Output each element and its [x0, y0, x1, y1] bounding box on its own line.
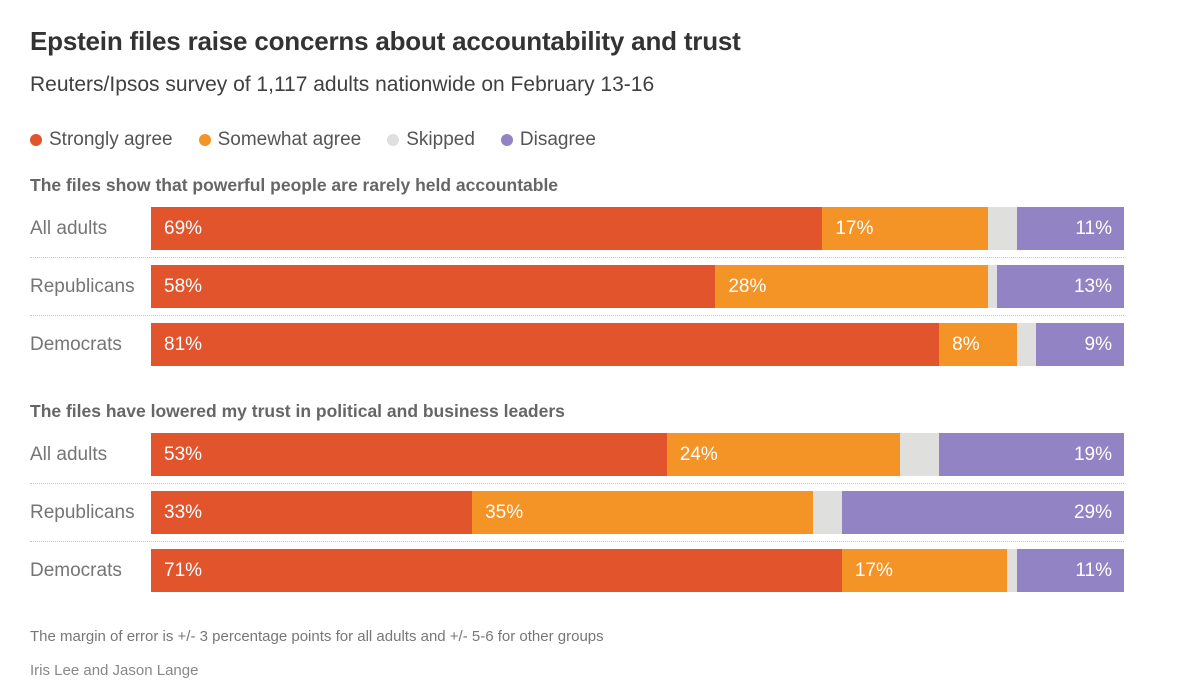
row-separator	[30, 315, 1124, 317]
bar-segment-disagree: 13%	[997, 265, 1124, 309]
legend-label: Strongly agree	[49, 129, 173, 151]
bar-track: 33% 35% 29%	[151, 491, 1124, 535]
segment-value-label: 35%	[485, 502, 524, 524]
bar-row-republicans: Republicans 58% 28% 13%	[30, 265, 1124, 309]
row-label: Republicans	[30, 276, 135, 298]
legend-label: Skipped	[406, 129, 475, 151]
segment-value-label: 9%	[1084, 334, 1112, 356]
segment-value-label: 69%	[164, 218, 203, 240]
segment-value-label: 19%	[1073, 444, 1112, 466]
row-label: All adults	[30, 444, 108, 466]
legend-item-somewhat-agree: Somewhat agree	[198, 129, 362, 151]
bar-track: 53% 24% 19%	[151, 433, 1124, 477]
byline: Iris Lee and Jason Lange	[30, 662, 199, 680]
bar-segment-disagree: 11%	[1016, 207, 1124, 251]
skipped-legend-dot-icon	[387, 133, 400, 146]
legend-label: Disagree	[519, 129, 596, 151]
bar-segment-skipped	[900, 433, 940, 477]
bar-rows: All adults 53% 24% 19% Republicans 33% 35% 29% D…	[30, 433, 1124, 593]
row-label: Democrats	[30, 334, 122, 356]
somewhat-agree-legend-dot-icon	[198, 133, 211, 146]
bar-segment-somewhat-agree: 35%	[472, 491, 813, 535]
row-separator	[30, 483, 1124, 485]
bar-segment-skipped	[987, 207, 1017, 251]
section-title: The files show that powerful people are …	[30, 175, 559, 196]
bar-rows: All adults 69% 17% 11% Republicans 58% 28% 13% D…	[30, 207, 1124, 367]
bar-segment-strongly-agree: 58%	[151, 265, 716, 309]
section-title: The files have lowered my trust in polit…	[30, 401, 565, 422]
bar-segment-disagree: 9%	[1036, 323, 1124, 367]
row-label: Republicans	[30, 502, 135, 524]
bar-row-republicans: Republicans 33% 35% 29%	[30, 491, 1124, 535]
row-separator	[30, 541, 1124, 543]
chart-section-2: The files have lowered my trust in polit…	[30, 401, 1124, 593]
bar-segment-strongly-agree: 33%	[151, 491, 473, 535]
bar-segment-strongly-agree: 71%	[151, 549, 842, 593]
chart-subtitle: Reuters/Ipsos survey of 1,117 adults nat…	[30, 73, 655, 97]
segment-value-label: 24%	[679, 444, 718, 466]
legend-item-disagree: Disagree	[500, 129, 596, 151]
legend-item-strongly-agree: Strongly agree	[30, 130, 173, 149]
bar-segment-skipped	[1007, 549, 1017, 593]
segment-value-label: 81%	[164, 334, 203, 356]
legend: Strongly agree Somewhat agree Skipped Disag…	[30, 130, 1124, 149]
segment-value-label: 58%	[164, 276, 203, 298]
segment-value-label: 53%	[164, 444, 203, 466]
segment-value-label: 71%	[164, 560, 203, 582]
bar-track: 58% 28% 13%	[151, 265, 1124, 309]
bar-row-all-adults: All adults 53% 24% 19%	[30, 433, 1124, 477]
bar-segment-somewhat-agree: 8%	[939, 323, 1017, 367]
row-separator	[30, 257, 1124, 259]
segment-value-label: 13%	[1073, 276, 1112, 298]
bar-segment-strongly-agree: 53%	[151, 433, 667, 477]
chart-section-1: The files show that powerful people are …	[30, 175, 1124, 367]
row-label: Democrats	[30, 560, 122, 582]
chart-sections: The files show that powerful people are …	[30, 175, 1124, 593]
bar-segment-skipped	[987, 265, 998, 309]
bar-row-all-adults: All adults 69% 17% 11%	[30, 207, 1124, 251]
segment-value-label: 33%	[164, 502, 203, 524]
segment-value-label: 11%	[1075, 218, 1112, 240]
legend-item-skipped: Skipped	[387, 130, 475, 149]
bar-segment-strongly-agree: 69%	[151, 207, 823, 251]
bar-row-democrats: Democrats 81% 8% 9%	[30, 323, 1124, 367]
strongly-agree-legend-dot-icon	[30, 133, 42, 146]
page-title: Epstein files raise concerns about accou…	[30, 26, 741, 56]
segment-value-label: 17%	[835, 218, 874, 240]
row-label: All adults	[30, 218, 108, 240]
bar-segment-disagree: 19%	[939, 433, 1124, 477]
bar-segment-somewhat-agree: 28%	[715, 265, 988, 309]
bar-segment-skipped	[1016, 323, 1037, 367]
bar-segment-somewhat-agree: 24%	[666, 433, 901, 477]
segment-value-label: 11%	[1075, 560, 1112, 582]
bar-segment-skipped	[812, 491, 842, 535]
margin-of-error-note: The margin of error is +/- 3 percentage …	[30, 628, 604, 646]
bar-track: 81% 8% 9%	[151, 323, 1124, 367]
legend-label: Somewhat agree	[217, 129, 362, 151]
disagree-legend-dot-icon	[500, 133, 513, 146]
bar-segment-disagree: 11%	[1016, 549, 1124, 593]
bar-track: 71% 17% 11%	[151, 549, 1124, 593]
segment-value-label: 8%	[952, 334, 980, 356]
bar-segment-somewhat-agree: 17%	[841, 549, 1008, 593]
segment-value-label: 28%	[728, 276, 767, 298]
bar-segment-disagree: 29%	[841, 491, 1124, 535]
bar-track: 69% 17% 11%	[151, 207, 1124, 251]
bar-segment-strongly-agree: 81%	[151, 323, 940, 367]
bar-row-democrats: Democrats 71% 17% 11%	[30, 549, 1124, 593]
segment-value-label: 17%	[854, 560, 893, 582]
segment-value-label: 29%	[1073, 502, 1112, 524]
bar-segment-somewhat-agree: 17%	[822, 207, 988, 251]
